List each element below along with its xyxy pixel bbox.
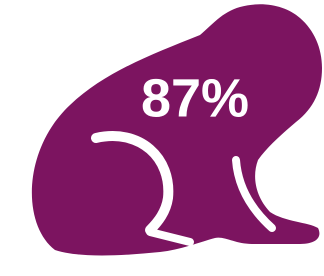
page: 87% (() => { const data = JSON.parse(doc… — [0, 0, 324, 276]
frog-infographic: 87% — [0, 0, 324, 276]
frog-silhouette — [32, 4, 322, 255]
percentage-label: 87% — [141, 68, 249, 128]
